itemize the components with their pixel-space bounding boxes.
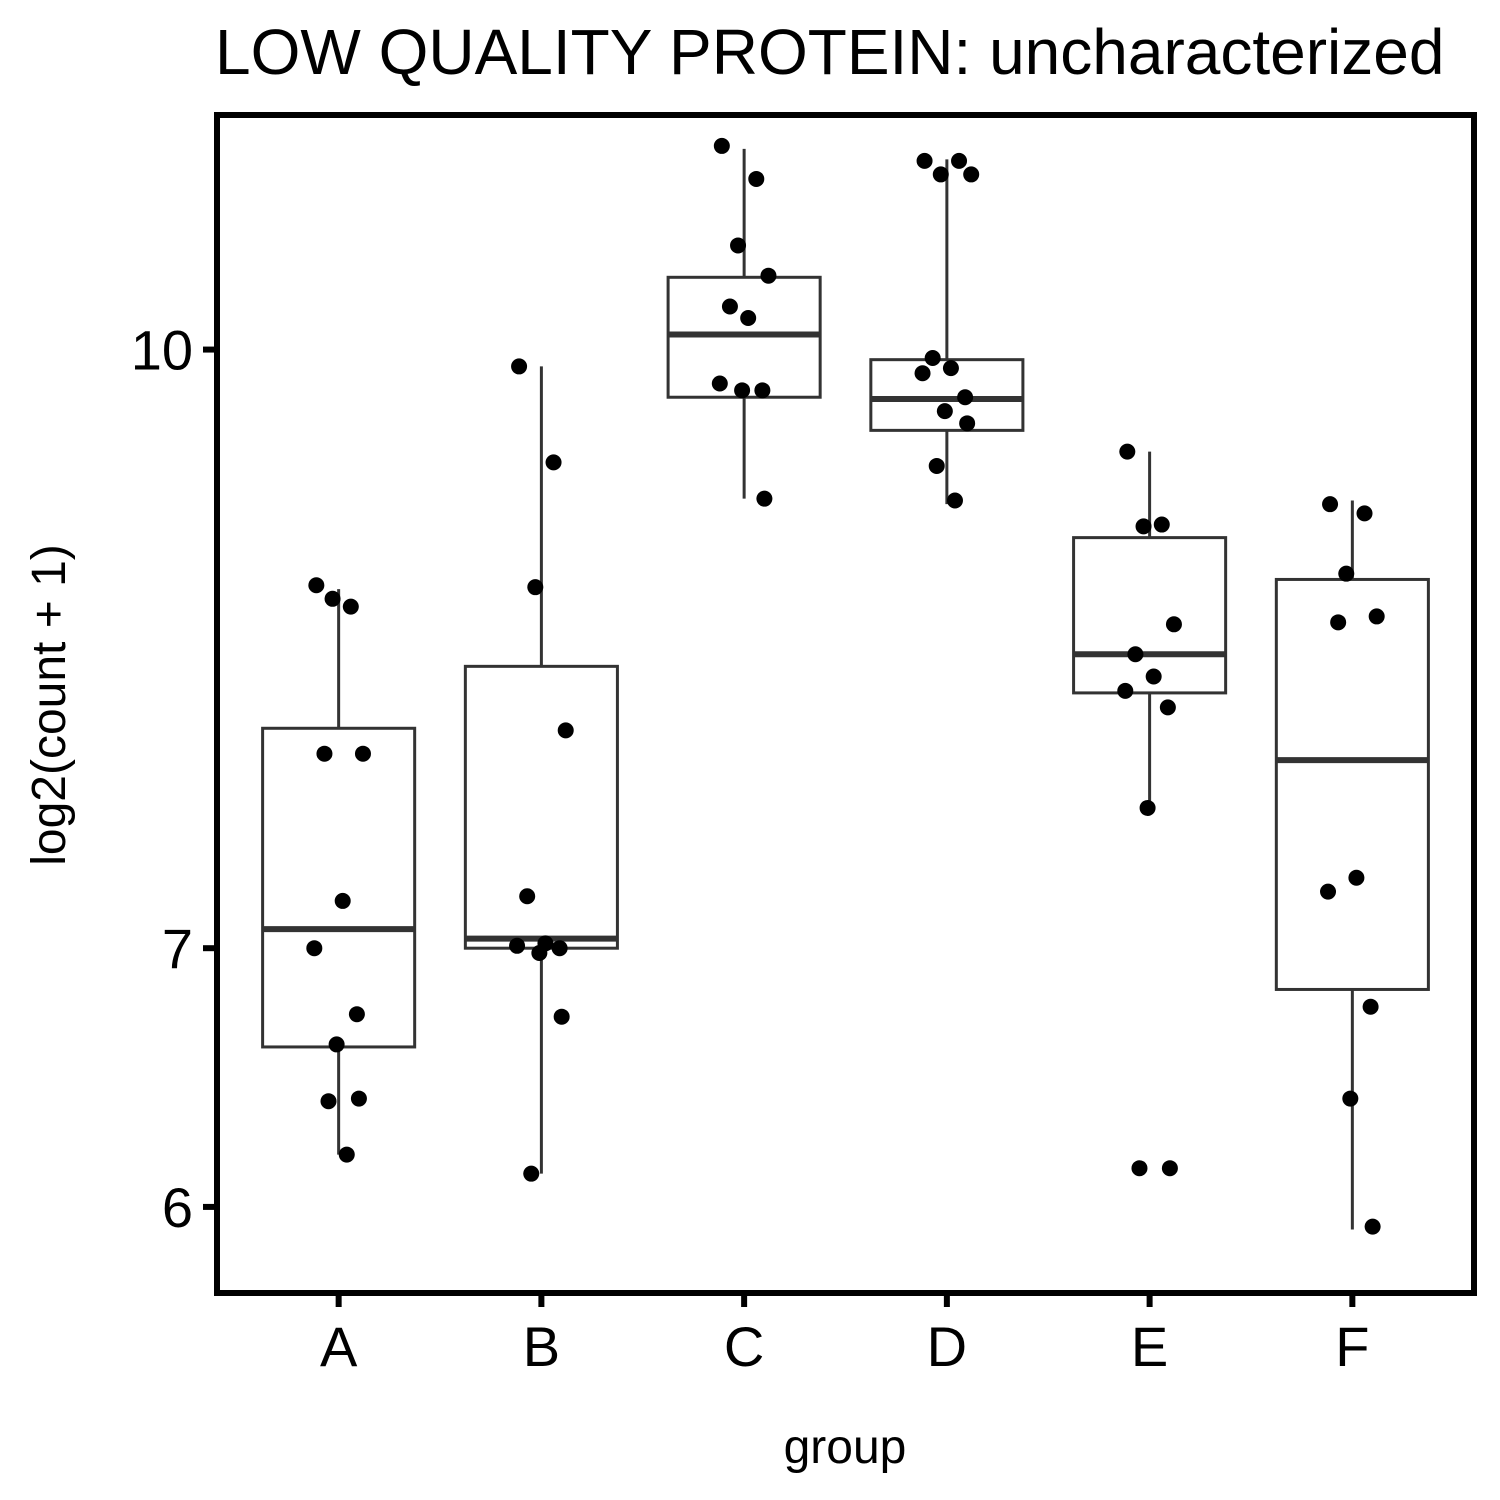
data-point — [1127, 646, 1144, 663]
data-point — [916, 152, 933, 169]
data-point — [328, 1036, 345, 1053]
box-iqr — [463, 664, 619, 950]
data-point — [1322, 496, 1339, 513]
data-point — [734, 382, 751, 399]
data-point — [1117, 682, 1134, 699]
x-axis: A B C D E F — [320, 1293, 1369, 1378]
data-point — [338, 1146, 355, 1163]
x-tick-label: B — [523, 1315, 560, 1378]
box-group-d — [869, 159, 1025, 505]
data-point — [316, 745, 333, 762]
boxes-layer — [261, 148, 1430, 1230]
box-group-b — [463, 366, 619, 1174]
data-point — [721, 298, 738, 315]
x-tick-label: F — [1335, 1315, 1369, 1378]
x-tick-label: A — [320, 1315, 358, 1378]
box-iqr — [261, 726, 417, 1049]
y-tick-label: 6 — [162, 1176, 193, 1239]
data-point — [557, 722, 574, 739]
data-point — [711, 375, 728, 392]
x-tick-label: E — [1131, 1315, 1168, 1378]
data-point — [959, 415, 976, 432]
data-point — [1364, 1218, 1381, 1235]
points-layer — [306, 137, 1385, 1235]
box-group-a — [261, 589, 417, 1155]
data-point — [1119, 443, 1136, 460]
data-point — [334, 892, 351, 909]
y-axis-title: log2(count + 1) — [23, 544, 76, 866]
x-tick-label: D — [927, 1315, 967, 1378]
box-iqr — [1274, 577, 1430, 991]
data-point — [306, 940, 323, 957]
box-group-c — [666, 148, 822, 499]
chart-title: LOW QUALITY PROTEIN: uncharacterized — [215, 16, 1444, 88]
data-point — [308, 577, 325, 594]
data-point — [1153, 516, 1170, 533]
data-point — [320, 1093, 337, 1110]
data-point — [1145, 668, 1162, 685]
data-point — [1330, 614, 1347, 631]
data-point — [354, 745, 371, 762]
data-point — [957, 389, 974, 406]
data-point — [914, 365, 931, 382]
data-point — [740, 309, 757, 326]
data-point — [527, 579, 544, 596]
data-point — [1135, 518, 1152, 535]
data-point — [1338, 565, 1355, 582]
y-axis: 6 7 10 — [131, 319, 217, 1239]
data-point — [1139, 799, 1156, 816]
data-point — [511, 358, 528, 375]
data-point — [324, 590, 341, 607]
data-point — [748, 170, 765, 187]
data-point — [924, 349, 941, 366]
data-point — [545, 454, 562, 471]
data-point — [348, 1006, 365, 1023]
data-point — [1131, 1160, 1148, 1177]
data-point — [942, 360, 959, 377]
plot-panel-border — [214, 112, 1477, 1296]
data-point — [1342, 1090, 1359, 1107]
box-group-e — [1072, 451, 1228, 813]
data-point — [350, 1090, 367, 1107]
x-axis-title: group — [784, 1421, 907, 1474]
data-point — [1159, 699, 1176, 716]
data-point — [1161, 1160, 1178, 1177]
data-point — [531, 944, 548, 961]
data-point — [713, 137, 730, 154]
data-point — [342, 598, 359, 615]
data-point — [551, 940, 568, 957]
data-point — [932, 166, 949, 183]
data-point — [523, 1165, 540, 1182]
data-point — [1320, 883, 1337, 900]
y-tick-label: 10 — [131, 319, 193, 382]
data-point — [754, 382, 771, 399]
data-point — [756, 490, 773, 507]
data-point — [519, 888, 536, 905]
data-point — [760, 267, 777, 284]
data-point — [553, 1008, 570, 1025]
data-point — [946, 492, 963, 509]
y-tick-label: 7 — [162, 917, 193, 980]
data-point — [1165, 616, 1182, 633]
data-point — [1356, 505, 1373, 522]
box-iqr — [1072, 536, 1228, 695]
data-point — [936, 403, 953, 420]
data-point — [730, 237, 747, 254]
data-point — [509, 937, 526, 954]
data-point — [1368, 608, 1385, 625]
data-point — [1348, 869, 1365, 886]
data-point — [928, 457, 945, 474]
x-tick-label: C — [724, 1315, 764, 1378]
data-point — [1362, 998, 1379, 1015]
box-group-f — [1274, 500, 1430, 1230]
data-point — [963, 166, 980, 183]
data-point — [951, 152, 968, 169]
